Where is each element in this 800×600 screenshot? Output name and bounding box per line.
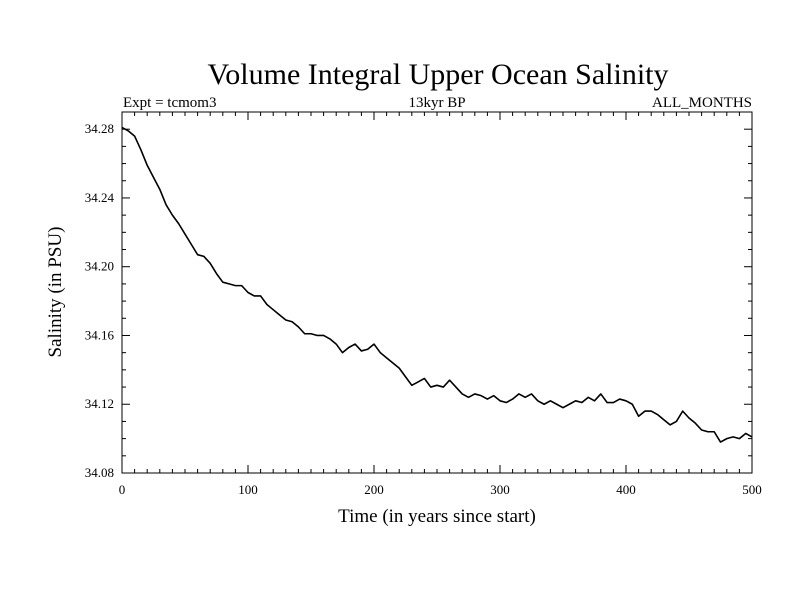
x-tick-label: 0: [119, 482, 126, 497]
x-tick-label: 400: [616, 482, 636, 497]
x-tick-label: 100: [238, 482, 258, 497]
y-tick-labels: 34.08 34.12 34.16 34.20 34.24 34.28: [85, 121, 115, 480]
y-axis: [122, 111, 752, 474]
x-tick-label: 200: [364, 482, 384, 497]
y-tick-label: 34.16: [85, 327, 115, 342]
y-tick-label: 34.08: [85, 465, 114, 480]
y-axis-label: Salinity (in PSU): [45, 227, 66, 358]
x-axis-label: Time (in years since start): [338, 506, 536, 527]
y-tick-label: 34.12: [85, 396, 114, 411]
experiment-label: Expt = tcmom3: [123, 95, 216, 111]
x-tick-labels: 0 100 200 300 400 500: [119, 482, 762, 497]
x-tick-label: 300: [490, 482, 510, 497]
x-tick-label: 500: [742, 482, 762, 497]
months-label: ALL_MONTHS: [652, 95, 752, 111]
y-tick-label: 34.28: [85, 121, 114, 136]
period-label: 13kyr BP: [408, 95, 465, 111]
chart-title: Volume Integral Upper Ocean Salinity: [208, 58, 669, 91]
y-tick-label: 34.24: [85, 190, 115, 205]
salinity-series-line: [121, 126, 753, 443]
x-axis: [121, 112, 753, 473]
plot-frame: [121, 111, 753, 474]
y-tick-label: 34.20: [85, 259, 114, 274]
